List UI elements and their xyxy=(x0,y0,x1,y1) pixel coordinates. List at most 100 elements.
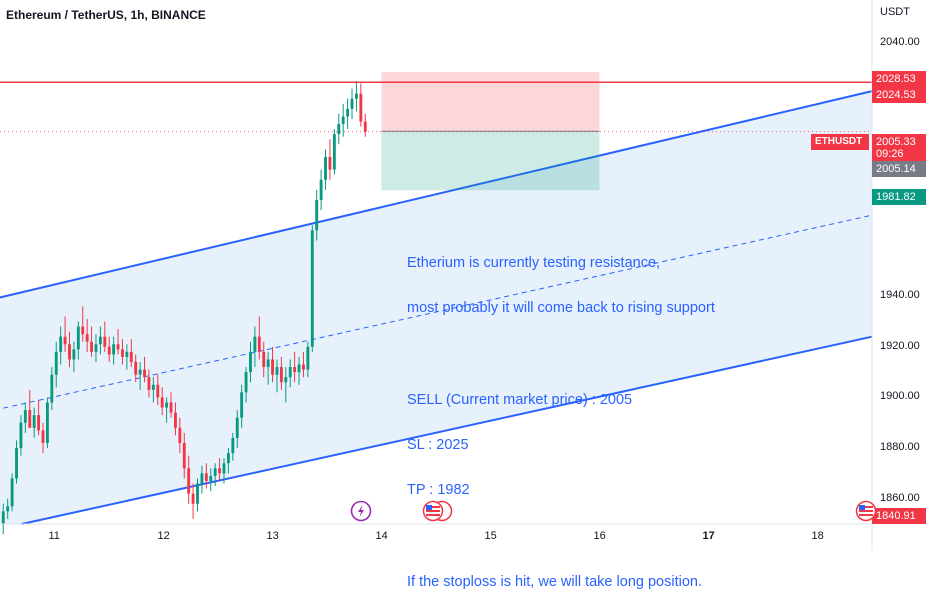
rising-channel xyxy=(0,90,873,525)
candle-body xyxy=(165,402,169,408)
candle xyxy=(266,351,270,385)
candle-body xyxy=(15,448,18,479)
candle xyxy=(76,321,80,360)
entry-price-tag: 2005.14 xyxy=(872,161,926,177)
candle xyxy=(240,384,244,428)
candle xyxy=(319,169,323,211)
candle xyxy=(121,339,124,365)
candle xyxy=(94,334,98,362)
candle-body xyxy=(103,336,107,347)
candle-body xyxy=(107,346,111,355)
candle-body xyxy=(187,468,191,494)
candle-body xyxy=(306,346,310,370)
annotation-line: Etherium is currently testing resistance… xyxy=(407,255,661,271)
candle-body xyxy=(134,361,138,375)
short-position-box[interactable] xyxy=(381,72,600,191)
candle xyxy=(337,113,341,145)
candle-body xyxy=(341,116,345,125)
candle xyxy=(125,344,129,370)
candle xyxy=(50,367,54,411)
symbol-tag: ETHUSDT xyxy=(811,134,869,150)
candle-body xyxy=(310,230,314,347)
candle-body xyxy=(23,410,27,423)
candle xyxy=(253,326,257,368)
candle xyxy=(81,306,85,342)
candle-body xyxy=(129,351,133,362)
candle-body xyxy=(346,108,350,117)
candle xyxy=(10,473,14,512)
candle-body xyxy=(315,199,319,231)
candle-body xyxy=(10,478,14,507)
candle xyxy=(129,339,133,368)
candle-body xyxy=(151,384,155,390)
candle xyxy=(156,374,160,406)
candle xyxy=(59,326,63,365)
candle-body xyxy=(68,344,71,360)
candle-body xyxy=(1,511,5,524)
resistance-price-tag: 2024.53 xyxy=(872,87,926,103)
candle xyxy=(262,341,266,378)
candle-body xyxy=(90,341,93,352)
candle-body xyxy=(191,493,195,504)
time-tick-label: 12 xyxy=(157,530,170,542)
time-tick-label: 15 xyxy=(484,530,497,542)
us-flag-icon[interactable] xyxy=(855,500,877,522)
dividend-icon[interactable] xyxy=(350,500,372,522)
time-tick-label: 14 xyxy=(375,530,388,542)
candle xyxy=(174,402,177,436)
candle xyxy=(346,98,350,130)
candle-body xyxy=(28,410,32,428)
candle-body xyxy=(293,367,297,373)
candle xyxy=(85,318,89,352)
channel-lower-line xyxy=(21,335,873,525)
price-tick-label: 1920.00 xyxy=(880,339,920,352)
candle xyxy=(165,397,169,423)
candle xyxy=(204,463,208,489)
candle-body xyxy=(262,351,266,368)
candle xyxy=(315,189,319,241)
candle-body xyxy=(244,372,248,393)
chart-title: Ethereum / TetherUS, 1h, BINANCE xyxy=(6,8,206,22)
time-tick-label: 17 xyxy=(702,530,715,542)
candle xyxy=(257,316,261,360)
candle xyxy=(28,389,32,428)
candle-body xyxy=(147,377,151,390)
us-flag-icon[interactable] xyxy=(421,500,455,522)
candle xyxy=(23,402,27,433)
candle xyxy=(222,458,226,484)
candle xyxy=(54,341,58,388)
candle-body xyxy=(235,417,239,438)
annotation-line: SELL (Current market price) : 2005 xyxy=(407,392,633,408)
candle-body xyxy=(200,473,204,484)
candle-body xyxy=(324,156,327,180)
candle xyxy=(116,329,120,355)
candle xyxy=(249,341,252,383)
candle xyxy=(68,331,71,368)
candle-body xyxy=(209,475,213,481)
candle-body xyxy=(125,351,129,357)
price-chart[interactable] xyxy=(0,0,932,550)
trade-idea-annotation[interactable]: Etherium is currently testing resistance… xyxy=(407,226,715,605)
candle xyxy=(218,458,222,481)
candle-body xyxy=(178,427,182,443)
tp-price-tag: 1981.82 xyxy=(872,189,926,205)
candle-body xyxy=(138,369,142,375)
candle-body xyxy=(50,374,54,403)
candle xyxy=(98,326,102,355)
candle xyxy=(213,463,217,487)
candle xyxy=(112,336,116,365)
candle-body xyxy=(297,364,301,373)
candle xyxy=(138,361,142,390)
candle-body xyxy=(6,506,10,512)
candle xyxy=(151,377,155,403)
annotation-line: SL : 2025 xyxy=(407,437,469,453)
annotation-spacer xyxy=(407,528,715,545)
candle-body xyxy=(231,437,235,454)
countdown-tag: 09:26 xyxy=(872,147,926,161)
candle xyxy=(235,410,239,449)
candle-body xyxy=(319,179,323,200)
candle-body xyxy=(218,468,222,474)
candle-body xyxy=(85,334,89,342)
candle-body xyxy=(354,93,358,99)
price-axis-currency: USDT xyxy=(880,6,910,18)
